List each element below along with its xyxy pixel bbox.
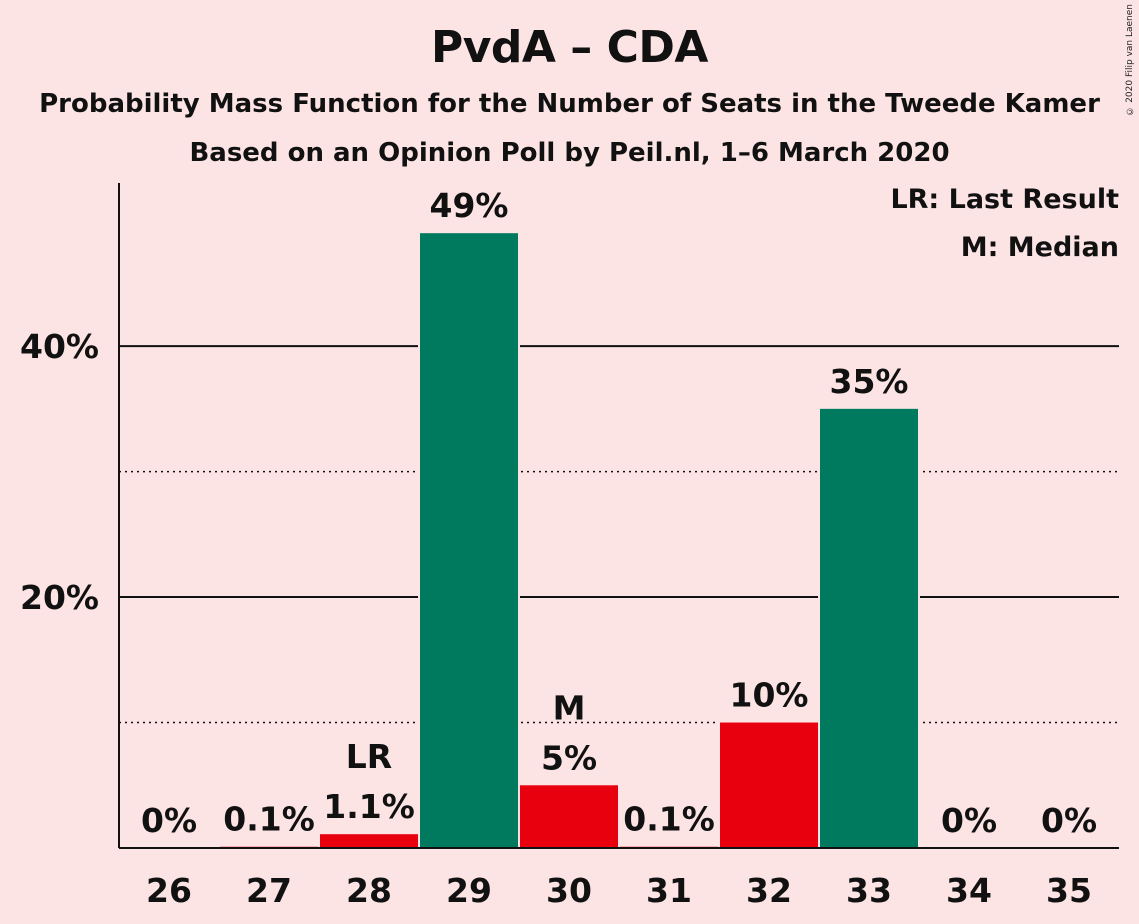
bar-gap — [218, 844, 320, 848]
value-label-31: 0.1% — [623, 800, 715, 839]
y-tick-label: 40% — [20, 327, 99, 366]
chart-title: PvdA – CDA — [431, 22, 708, 73]
x-tick-label-35: 35 — [1046, 871, 1092, 910]
bar-gap — [618, 844, 720, 848]
x-tick-label-29: 29 — [446, 871, 492, 910]
x-tick-label-33: 33 — [846, 871, 892, 910]
marker-label-28: LR — [346, 737, 392, 776]
value-label-35: 0% — [1041, 801, 1097, 840]
value-label-34: 0% — [941, 801, 997, 840]
x-tick-label-26: 26 — [146, 871, 192, 910]
bar-28 — [320, 834, 418, 848]
x-tick-label-31: 31 — [646, 871, 692, 910]
value-label-33: 35% — [830, 362, 909, 401]
chart-subtitle-source: Based on an Opinion Poll by Peil.nl, 1–6… — [189, 138, 950, 168]
legend-last-result: LR: Last Result — [890, 184, 1119, 215]
x-tick-label-27: 27 — [246, 871, 292, 910]
bar-30 — [520, 785, 618, 848]
value-label-27: 0.1% — [223, 800, 315, 839]
x-tick-label-34: 34 — [946, 871, 992, 910]
chart-subtitle: Probability Mass Function for the Number… — [39, 89, 1100, 119]
bar-32 — [720, 722, 818, 848]
legend-median: M: Median — [960, 232, 1119, 263]
x-tick-label-30: 30 — [546, 871, 592, 910]
x-tick-label-32: 32 — [746, 871, 792, 910]
bar-29 — [420, 233, 518, 849]
x-tick-label-28: 28 — [346, 871, 392, 910]
y-tick-label: 20% — [20, 578, 99, 617]
value-label-29: 49% — [430, 186, 509, 225]
value-label-32: 10% — [730, 676, 809, 715]
value-label-28: 1.1% — [323, 787, 415, 826]
marker-label-30: M — [553, 688, 586, 727]
value-label-26: 0% — [141, 801, 197, 840]
value-label-30: 5% — [541, 738, 597, 777]
bar-33 — [820, 408, 918, 848]
